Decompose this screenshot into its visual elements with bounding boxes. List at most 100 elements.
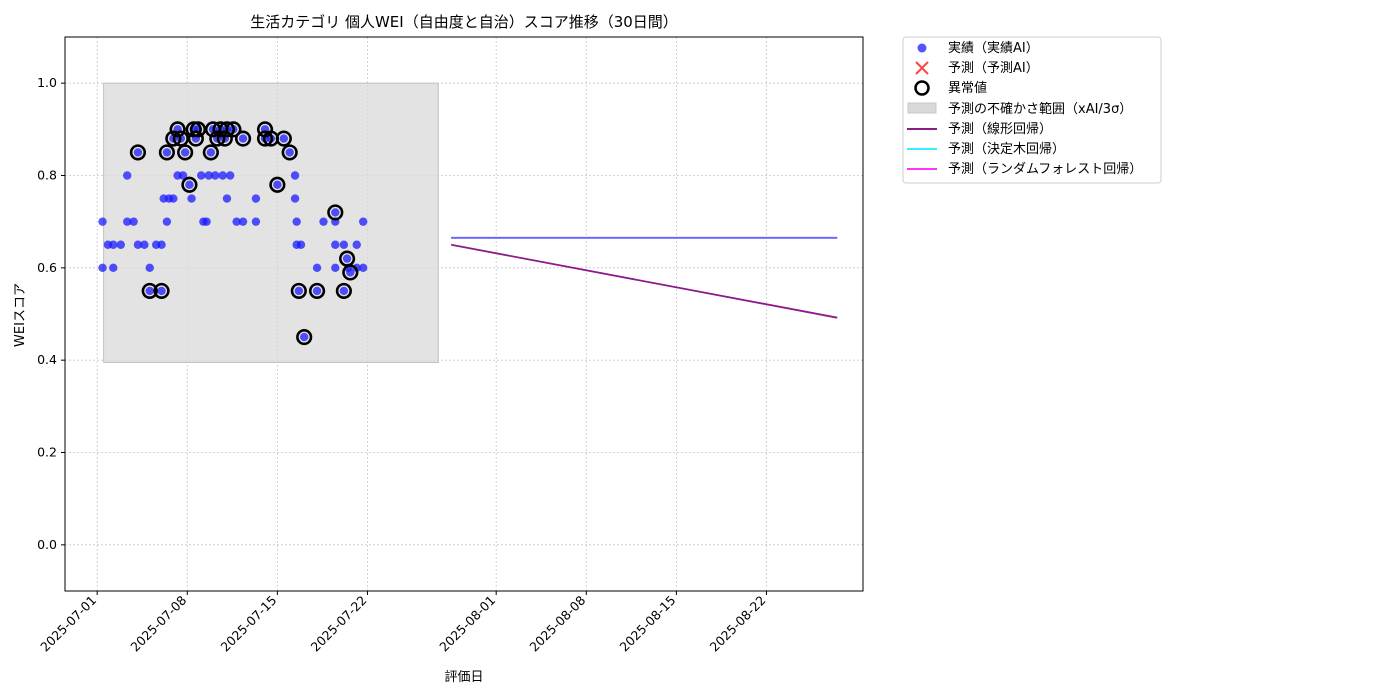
actual-point xyxy=(157,286,166,296)
chart-title: 生活カテゴリ 個人WEI（自由度と自治）スコア推移（30日間） xyxy=(250,13,678,31)
anomaly-marker xyxy=(181,176,198,193)
y-tick-label: 0.4 xyxy=(37,352,57,367)
legend-forecast-marker xyxy=(915,61,929,75)
legend-item-tree: 予測（決定木回帰） xyxy=(907,141,1065,157)
anomaly-marker xyxy=(296,328,313,346)
actual-point xyxy=(331,208,340,217)
legend-actual-marker xyxy=(917,43,927,53)
anomaly-marker xyxy=(172,130,189,147)
legend-actual-label: 実績（実績AI） xyxy=(948,40,1039,56)
legend: 実績（実績AI） 予測（予測AI） 異常値 予測の不確かさ範囲（xAI/3σ） … xyxy=(902,36,1162,184)
actual-point xyxy=(273,180,282,189)
legend-item-anomaly: 異常値 xyxy=(914,80,987,96)
anomaly-marker xyxy=(158,144,175,161)
actual-point xyxy=(98,217,107,226)
actual-point xyxy=(346,268,355,277)
anomaly-marker xyxy=(290,282,307,300)
anomaly-marker xyxy=(189,121,207,138)
anomaly-marker xyxy=(342,264,359,281)
y-axis-ticks: 0.0 0.2 0.4 0.6 0.8 1.0 xyxy=(37,75,65,552)
y-axis-label: WEIスコア xyxy=(13,283,28,347)
actual-point xyxy=(123,217,132,226)
x-tick-label: 2025-08-22 xyxy=(707,593,769,655)
legend-forecast-label: 予測（予測AI） xyxy=(948,61,1039,76)
legend-band-marker xyxy=(907,102,937,114)
actual-point xyxy=(222,194,232,203)
actual-point xyxy=(145,286,154,296)
actual-point xyxy=(294,286,304,296)
legend-box xyxy=(902,36,1162,184)
legend-item-forest: 予測（ランダムフォレスト回帰） xyxy=(907,161,1142,177)
actual-point xyxy=(180,148,190,157)
anomaly-marker xyxy=(187,130,204,147)
y-tick-label: 0.8 xyxy=(37,168,57,183)
x-tick-label: 2025-07-08 xyxy=(127,592,189,654)
anomaly-marker xyxy=(177,144,194,161)
anomaly-marker xyxy=(202,144,219,161)
axes-frame xyxy=(64,36,864,592)
actual-point xyxy=(210,171,220,180)
anomaly-marker xyxy=(141,282,158,300)
actual-point xyxy=(197,171,206,180)
actual-point xyxy=(162,148,172,157)
actual-point xyxy=(185,180,194,189)
actual-point xyxy=(178,171,188,180)
actual-point xyxy=(290,171,300,180)
actual-point xyxy=(162,217,172,226)
x-axis-ticks: 2025-07-01 2025-07-08 2025-07-15 2025-07-22… xyxy=(37,591,769,655)
actual-point xyxy=(358,263,368,273)
actual-point xyxy=(251,217,261,226)
actual-point xyxy=(204,171,213,180)
y-tick-label: 0.0 xyxy=(37,537,57,552)
actual-point xyxy=(109,240,118,249)
legend-item-linear: 予測（線形回帰） xyxy=(907,121,1052,137)
actual-point xyxy=(319,217,328,226)
actual-point xyxy=(290,194,300,203)
anomaly-marker xyxy=(275,130,292,147)
anomaly-marker xyxy=(256,130,274,147)
y-tick-label: 0.2 xyxy=(37,445,57,460)
actual-point xyxy=(187,194,196,203)
anomaly-marker xyxy=(218,121,236,138)
anomaly-marker xyxy=(269,176,286,193)
legend-item-actual: 実績（実績AI） xyxy=(917,40,1039,56)
actual-point xyxy=(145,263,154,273)
actual-point xyxy=(352,240,361,249)
actual-point xyxy=(116,240,125,249)
x-tick-label: 2025-08-08 xyxy=(526,592,588,654)
legend-forest-label: 予測（ランダムフォレスト回帰） xyxy=(948,161,1142,177)
anomaly-marker xyxy=(169,121,186,138)
anomaly-marker xyxy=(129,144,147,161)
anomaly-marker xyxy=(327,204,344,221)
actual-point xyxy=(312,263,322,273)
legend-linear-label: 予測（線形回帰） xyxy=(948,121,1052,137)
actual-point xyxy=(218,171,227,180)
legend-item-band: 予測の不確かさ範囲（xAI/3σ） xyxy=(907,101,1132,117)
plot-area xyxy=(98,121,838,346)
x-tick-label: 2025-08-01 xyxy=(436,593,498,655)
y-tick-label: 1.0 xyxy=(37,75,57,90)
actual-point xyxy=(202,217,211,226)
legend-band-label: 予測の不確かさ範囲（xAI/3σ） xyxy=(948,101,1132,117)
actual-point xyxy=(358,217,368,226)
actual-point xyxy=(339,240,349,249)
anomaly-marker xyxy=(234,130,252,147)
actual-point xyxy=(312,286,322,296)
actual-point xyxy=(129,217,138,226)
legend-anomaly-label: 異常値 xyxy=(948,80,987,96)
actual-point xyxy=(285,148,294,157)
legend-item-forecast: 予測（予測AI） xyxy=(915,61,1039,76)
anomaly-marker xyxy=(308,282,326,300)
actual-point xyxy=(331,240,340,249)
actual-point xyxy=(292,217,301,226)
actual-point xyxy=(232,217,241,226)
anomaly-marker xyxy=(165,130,182,147)
x-tick-label: 2025-07-15 xyxy=(218,593,280,655)
actual-point xyxy=(109,263,118,273)
anomaly-marker xyxy=(335,282,352,300)
actual-point xyxy=(279,134,289,143)
actual-point xyxy=(342,254,352,263)
y-tick-label: 0.6 xyxy=(37,260,57,275)
actual-point xyxy=(238,217,248,226)
